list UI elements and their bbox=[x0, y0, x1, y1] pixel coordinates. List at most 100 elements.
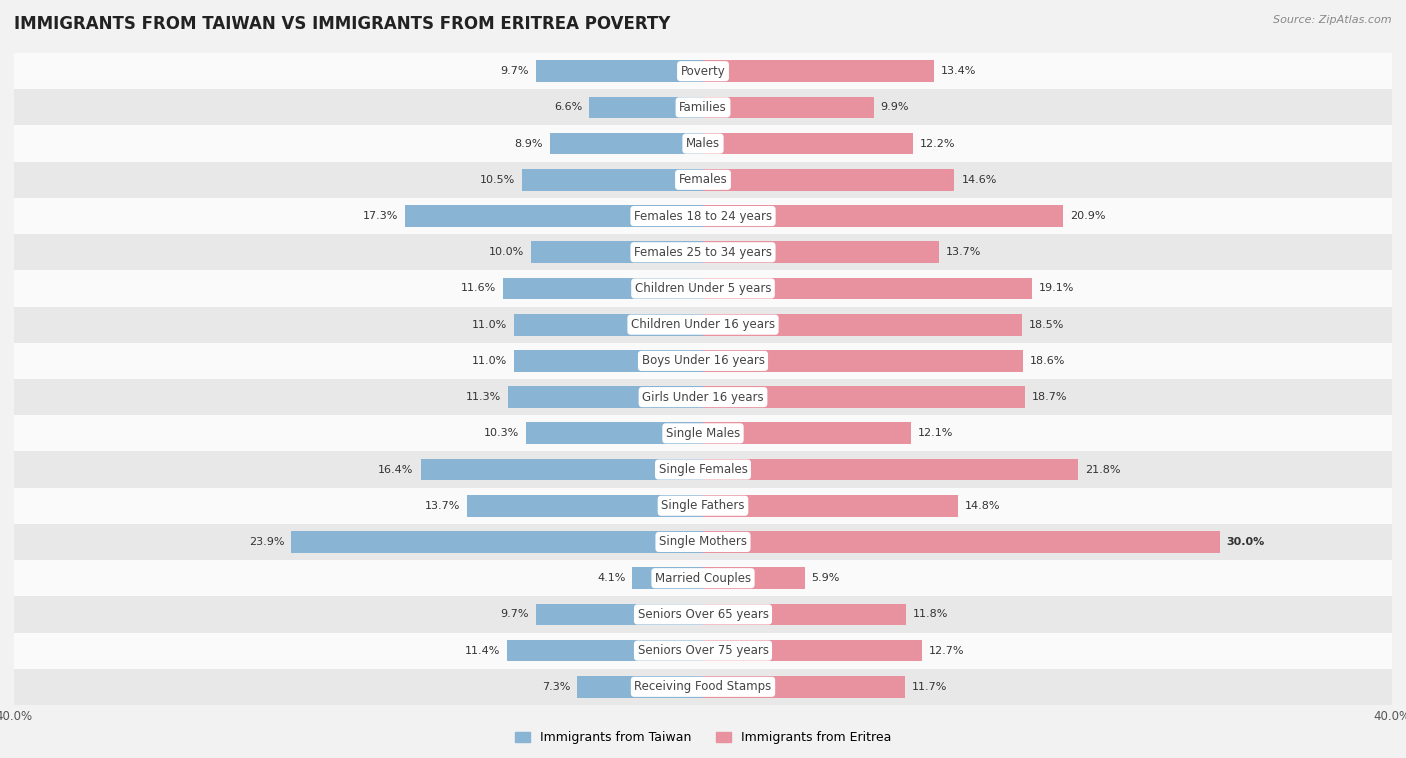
Bar bbox=[703, 567, 804, 589]
Bar bbox=[14, 452, 1392, 487]
Text: 10.0%: 10.0% bbox=[489, 247, 524, 257]
Text: 18.6%: 18.6% bbox=[1031, 356, 1066, 366]
Bar bbox=[14, 487, 1392, 524]
Bar bbox=[703, 61, 934, 82]
Bar bbox=[14, 669, 1392, 705]
Text: Single Fathers: Single Fathers bbox=[661, 500, 745, 512]
Bar bbox=[14, 597, 1392, 632]
Bar bbox=[703, 459, 1078, 481]
Bar bbox=[14, 89, 1392, 126]
Text: 23.9%: 23.9% bbox=[249, 537, 284, 547]
Text: 18.5%: 18.5% bbox=[1029, 320, 1064, 330]
Bar bbox=[703, 277, 1032, 299]
Text: 21.8%: 21.8% bbox=[1085, 465, 1121, 475]
Bar bbox=[531, 241, 703, 263]
Bar bbox=[536, 61, 703, 82]
Text: Boys Under 16 years: Boys Under 16 years bbox=[641, 355, 765, 368]
Bar bbox=[703, 422, 911, 444]
Bar bbox=[522, 169, 703, 191]
Bar bbox=[509, 387, 703, 408]
Bar bbox=[14, 343, 1392, 379]
Bar bbox=[703, 531, 1219, 553]
Text: Receiving Food Stamps: Receiving Food Stamps bbox=[634, 681, 772, 694]
Bar bbox=[703, 241, 939, 263]
Text: 20.9%: 20.9% bbox=[1070, 211, 1105, 221]
Text: 12.2%: 12.2% bbox=[920, 139, 956, 149]
Text: 11.6%: 11.6% bbox=[461, 283, 496, 293]
Text: Children Under 5 years: Children Under 5 years bbox=[634, 282, 772, 295]
Text: 14.6%: 14.6% bbox=[962, 175, 997, 185]
Bar bbox=[291, 531, 703, 553]
Text: Single Females: Single Females bbox=[658, 463, 748, 476]
Text: Children Under 16 years: Children Under 16 years bbox=[631, 318, 775, 331]
Text: Males: Males bbox=[686, 137, 720, 150]
Text: Single Males: Single Males bbox=[666, 427, 740, 440]
Text: 7.3%: 7.3% bbox=[541, 682, 571, 692]
Text: 13.7%: 13.7% bbox=[425, 501, 460, 511]
Text: 11.8%: 11.8% bbox=[912, 609, 949, 619]
Bar bbox=[526, 422, 703, 444]
Text: Married Couples: Married Couples bbox=[655, 572, 751, 584]
Bar bbox=[420, 459, 703, 481]
Text: Females 18 to 24 years: Females 18 to 24 years bbox=[634, 209, 772, 223]
Bar bbox=[703, 96, 873, 118]
Text: Females 25 to 34 years: Females 25 to 34 years bbox=[634, 246, 772, 258]
Bar bbox=[14, 198, 1392, 234]
Bar bbox=[633, 567, 703, 589]
Text: 12.7%: 12.7% bbox=[928, 646, 965, 656]
Bar bbox=[703, 205, 1063, 227]
Bar bbox=[503, 277, 703, 299]
Text: 9.9%: 9.9% bbox=[880, 102, 908, 112]
Text: 11.0%: 11.0% bbox=[471, 320, 506, 330]
Text: 16.4%: 16.4% bbox=[378, 465, 413, 475]
Text: Females: Females bbox=[679, 174, 727, 186]
Text: IMMIGRANTS FROM TAIWAN VS IMMIGRANTS FROM ERITREA POVERTY: IMMIGRANTS FROM TAIWAN VS IMMIGRANTS FRO… bbox=[14, 15, 671, 33]
Bar bbox=[467, 495, 703, 517]
Bar bbox=[14, 632, 1392, 669]
Bar bbox=[14, 379, 1392, 415]
Text: 10.3%: 10.3% bbox=[484, 428, 519, 438]
Text: 14.8%: 14.8% bbox=[965, 501, 1000, 511]
Text: Families: Families bbox=[679, 101, 727, 114]
Text: 13.7%: 13.7% bbox=[946, 247, 981, 257]
Text: 9.7%: 9.7% bbox=[501, 66, 529, 76]
Bar bbox=[703, 169, 955, 191]
Bar bbox=[589, 96, 703, 118]
Text: 18.7%: 18.7% bbox=[1032, 392, 1067, 402]
Bar bbox=[536, 603, 703, 625]
Bar bbox=[14, 161, 1392, 198]
Bar bbox=[513, 350, 703, 371]
Bar bbox=[405, 205, 703, 227]
Bar bbox=[14, 306, 1392, 343]
Bar bbox=[506, 640, 703, 662]
Bar bbox=[14, 53, 1392, 89]
Text: 10.5%: 10.5% bbox=[479, 175, 515, 185]
Bar bbox=[703, 640, 922, 662]
Text: 8.9%: 8.9% bbox=[515, 139, 543, 149]
Bar bbox=[513, 314, 703, 336]
Bar bbox=[703, 495, 957, 517]
Legend: Immigrants from Taiwan, Immigrants from Eritrea: Immigrants from Taiwan, Immigrants from … bbox=[515, 731, 891, 744]
Text: 6.6%: 6.6% bbox=[554, 102, 582, 112]
Bar bbox=[550, 133, 703, 155]
Text: Single Mothers: Single Mothers bbox=[659, 535, 747, 549]
Text: 11.4%: 11.4% bbox=[464, 646, 499, 656]
Text: Seniors Over 65 years: Seniors Over 65 years bbox=[637, 608, 769, 621]
Text: 13.4%: 13.4% bbox=[941, 66, 976, 76]
Bar bbox=[703, 350, 1024, 371]
Bar bbox=[14, 126, 1392, 161]
Bar bbox=[578, 676, 703, 697]
Text: 11.0%: 11.0% bbox=[471, 356, 506, 366]
Text: 11.3%: 11.3% bbox=[467, 392, 502, 402]
Text: 12.1%: 12.1% bbox=[918, 428, 953, 438]
Text: 4.1%: 4.1% bbox=[598, 573, 626, 583]
Text: Girls Under 16 years: Girls Under 16 years bbox=[643, 390, 763, 403]
Text: 11.7%: 11.7% bbox=[911, 682, 946, 692]
Bar bbox=[703, 314, 1022, 336]
Bar bbox=[14, 560, 1392, 597]
Bar bbox=[703, 387, 1025, 408]
Bar bbox=[14, 415, 1392, 452]
Text: 17.3%: 17.3% bbox=[363, 211, 398, 221]
Text: Source: ZipAtlas.com: Source: ZipAtlas.com bbox=[1274, 15, 1392, 25]
Text: Seniors Over 75 years: Seniors Over 75 years bbox=[637, 644, 769, 657]
